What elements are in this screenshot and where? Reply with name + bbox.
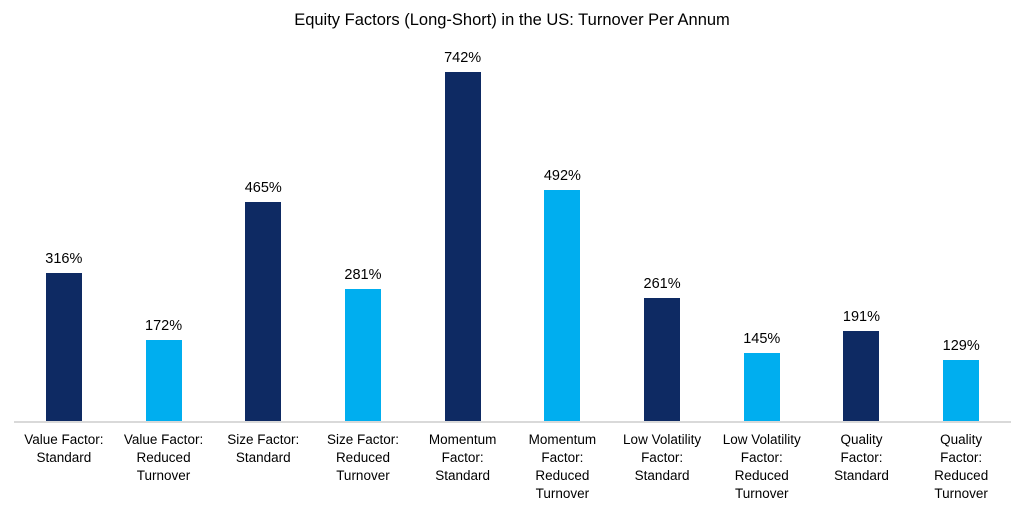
plot-area: 316% 172% 465% 281% 742% 492% 261% 145% … (14, 45, 1011, 503)
bar-column: 281% (313, 45, 413, 421)
bar-7[interactable] (644, 298, 681, 421)
x-axis-category-label: Size Factor: Reduced Turnover (326, 432, 399, 483)
bar-column: 465% (213, 45, 313, 421)
bar-8[interactable] (743, 352, 780, 421)
bar-3[interactable] (245, 202, 282, 421)
bar-value-label: 316% (45, 250, 83, 267)
bar-value-label: 742% (444, 50, 482, 67)
x-axis-labels: Value Factor: Standard Value Factor: Red… (14, 431, 1011, 503)
x-axis-line (14, 421, 1011, 423)
bar-value-label: 129% (942, 338, 980, 355)
bars-container: 316% 172% 465% 281% 742% 492% 261% 145% … (14, 45, 1011, 421)
bar-value-label: 465% (244, 180, 282, 197)
bar-value-label: 191% (842, 309, 881, 326)
bar-6[interactable] (544, 189, 581, 421)
bar-column: 191% (812, 45, 912, 421)
bar-value-label: 261% (643, 276, 681, 293)
x-axis-category-label: Momentum Factor: Reduced Turnover (528, 432, 597, 501)
bar-column: 145% (712, 45, 812, 421)
bar-column: 172% (114, 45, 214, 421)
bar-value-label: 281% (344, 266, 382, 283)
x-axis-category-label: Quality Factor: Reduced Turnover (934, 432, 989, 501)
bar-10[interactable] (943, 360, 980, 421)
bar-1[interactable] (45, 272, 82, 421)
chart-title: Equity Factors (Long-Short) in the US: T… (294, 11, 730, 29)
bar-column: 742% (413, 45, 513, 421)
x-axis-category-label: Low Volatility Factor: Standard (623, 432, 702, 483)
x-axis-category-label: Momentum Factor: Standard (428, 432, 497, 483)
x-axis-category-label: Value Factor: Reduced Turnover (123, 432, 204, 483)
bar-column: 129% (911, 45, 1011, 421)
bar-value-label: 145% (743, 330, 781, 347)
bar-9[interactable] (843, 331, 880, 421)
bar-2[interactable] (145, 340, 182, 421)
x-axis-category-label: Quality Factor: Standard (834, 432, 889, 483)
bar-column: 261% (612, 45, 712, 421)
x-axis-category-label: Size Factor: Standard (227, 432, 300, 465)
bar-4[interactable] (344, 288, 381, 421)
x-axis-category-label: Low Volatility Factor: Reduced Turnover (722, 432, 801, 501)
bar-5[interactable] (444, 72, 481, 421)
x-axis-category-label: Value Factor: Standard (24, 432, 104, 465)
bar-value-label: 172% (145, 318, 183, 335)
bar-column: 492% (513, 45, 613, 421)
bar-value-label: 492% (543, 167, 581, 184)
bar-column: 316% (14, 45, 114, 421)
